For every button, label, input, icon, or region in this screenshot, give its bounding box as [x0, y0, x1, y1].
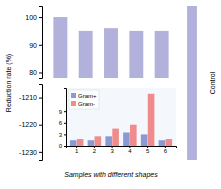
bar: [79, 31, 93, 78]
tick-label: -1230: [19, 149, 37, 156]
bar: [123, 132, 130, 146]
tick-label: -1210: [19, 94, 37, 101]
plot-area: [70, 94, 172, 146]
tick: -1220: [19, 121, 42, 128]
bar: [141, 134, 148, 146]
panel-2: [187, 6, 197, 160]
bar: [88, 140, 95, 146]
tick-label: 3: [59, 132, 63, 138]
tick: 6: [59, 120, 66, 126]
tick-label: 5: [146, 148, 150, 154]
tick-mark: [64, 146, 66, 147]
tick: 6: [164, 146, 168, 154]
y-axis: -1230 -1220 -1210: [19, 85, 42, 161]
tick-mark: [39, 152, 42, 153]
inset-background: [66, 88, 176, 146]
tick: 80: [29, 69, 42, 76]
axis-line: [64, 89, 67, 147]
series: [77, 94, 172, 146]
tick-label: 3: [110, 148, 114, 154]
bar: [155, 31, 169, 78]
tick: -1230: [19, 149, 42, 156]
legend-label: Gram+: [78, 93, 97, 99]
y-axis: 0 3 6 9: [59, 89, 67, 150]
tick: -1210: [19, 94, 42, 101]
plot-area: [187, 6, 197, 160]
tick-label: 6: [164, 148, 168, 154]
tick-mark: [39, 45, 42, 46]
tick-mark: [39, 125, 42, 126]
tick-label: 0: [59, 143, 63, 149]
axis-line: [39, 7, 43, 79]
tick-label: 2: [93, 148, 97, 154]
legend: Gram+ Gram-: [69, 90, 99, 109]
tick: 9: [59, 109, 66, 115]
bar: [159, 140, 166, 146]
tick-label: 1: [75, 148, 79, 154]
axis-line: [39, 85, 43, 161]
tick-mark: [64, 123, 66, 124]
legend-label: Gram-: [78, 101, 95, 107]
bar: [70, 140, 77, 146]
panel-1: -1230 -1220 -1210: [19, 85, 42, 161]
chart: 8090100Reduction rate (%)-1230-1220-1210…: [0, 0, 221, 189]
tick-label: 9: [59, 109, 63, 115]
tick: 3: [110, 146, 114, 154]
tick: 4: [128, 146, 132, 154]
tick: 5: [146, 146, 150, 154]
bar: [105, 136, 112, 146]
legend-item: Gram-: [71, 101, 95, 107]
bar: [104, 28, 118, 78]
tick-mark: [39, 98, 42, 99]
legend-background: [69, 90, 99, 109]
axis-line: [67, 147, 177, 149]
x-axis-title: Samples with different shapes: [64, 171, 158, 179]
tick-mark: [64, 111, 66, 112]
bar: [53, 17, 67, 78]
y-axis-title: Reduction rate (%): [5, 54, 13, 112]
tick: 2: [93, 146, 97, 154]
tick-mark: [64, 134, 66, 135]
tick-label: 80: [29, 69, 37, 76]
legend-item: Gram+: [71, 93, 97, 99]
tick-label: 6: [59, 120, 63, 126]
bar: [187, 6, 197, 160]
tick: 90: [29, 42, 42, 49]
bar: [166, 139, 173, 146]
y-axis: 80 90 100: [25, 7, 42, 79]
bar: [112, 129, 119, 146]
tick: 100: [25, 14, 42, 21]
tick-label: -1220: [19, 121, 37, 128]
tick: 1: [75, 146, 79, 154]
bar: [129, 31, 143, 78]
plot-area: [53, 17, 168, 78]
tick-mark: [39, 17, 42, 18]
legend-swatch: [71, 93, 76, 98]
bar: [77, 139, 84, 146]
y-axis-title: Control: [209, 71, 216, 94]
tick: 3: [59, 132, 66, 138]
panel-3: 0369123456: [59, 88, 177, 154]
bar: [95, 136, 102, 146]
x-axis: 1 2 3 4 5 6: [67, 146, 177, 154]
legend-swatch: [71, 101, 76, 106]
tick-label: 4: [128, 148, 132, 154]
bar: [130, 125, 137, 146]
tick-label: 90: [29, 42, 37, 49]
bar: [148, 94, 155, 146]
tick-label: 100: [25, 14, 37, 21]
tick: 0: [59, 143, 66, 149]
tick-mark: [39, 72, 42, 73]
